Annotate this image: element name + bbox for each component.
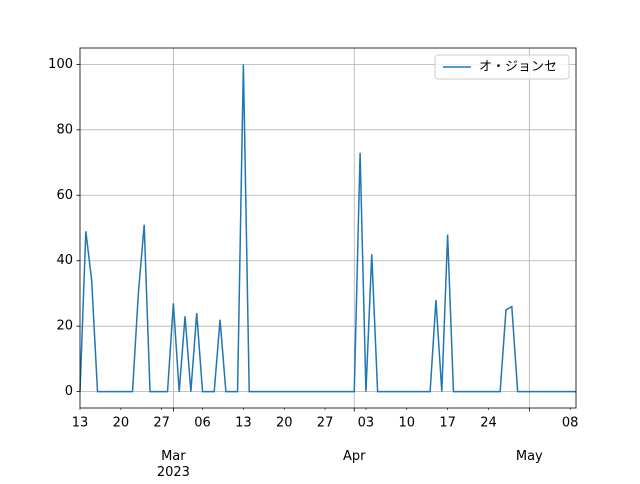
x-tick-label-line: Apr	[343, 449, 366, 464]
x-tick-label: Apr	[343, 449, 366, 464]
y-tick-label: 80	[56, 122, 73, 137]
y-tick-label: 100	[48, 57, 73, 72]
legend-box	[434, 54, 570, 80]
y-tick-label: 20	[56, 319, 73, 334]
x-tick-label: 24	[480, 416, 497, 431]
x-tick-label: May	[516, 449, 543, 464]
legend-label: オ・ジョンセ	[479, 60, 557, 75]
x-tick-label: 20	[276, 416, 293, 431]
x-tick-label: 27	[317, 416, 334, 431]
x-tick-label-line: Mar	[161, 449, 186, 464]
x-tick-label: 03	[358, 416, 375, 431]
x-tick-label: 17	[439, 416, 456, 431]
y-tick-label: 40	[56, 253, 73, 268]
x-tick-label: 06	[194, 416, 211, 431]
x-tick-label: 13	[235, 416, 252, 431]
plot-frame	[79, 47, 577, 409]
x-tick-label: 13	[72, 416, 89, 431]
x-tick-label-line: May	[516, 449, 543, 464]
x-tick-label: 27	[153, 416, 170, 431]
x-tick-label: Mar 2023	[157, 449, 190, 480]
y-tick-label: 60	[56, 188, 73, 203]
x-tick-label: 08	[562, 416, 579, 431]
grid	[80, 48, 576, 408]
y-tick-label: 0	[65, 384, 73, 399]
line	[79, 64, 576, 393]
x-tick-label-line: 2023	[157, 465, 190, 480]
x-tick-label: 10	[399, 416, 416, 431]
x-tick-label: 20	[113, 416, 130, 431]
